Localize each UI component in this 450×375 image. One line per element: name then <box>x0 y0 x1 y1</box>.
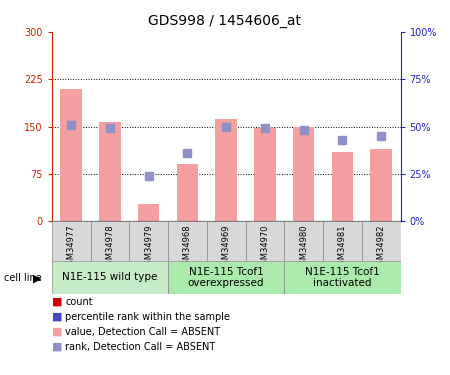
Bar <box>293 127 314 221</box>
Text: GSM34968: GSM34968 <box>183 224 192 270</box>
Text: GSM34981: GSM34981 <box>338 224 347 270</box>
Text: ■: ■ <box>52 312 62 322</box>
Bar <box>138 204 159 221</box>
Text: GSM34970: GSM34970 <box>261 224 270 270</box>
Text: GDS998 / 1454606_at: GDS998 / 1454606_at <box>148 14 302 28</box>
Text: N1E-115 Tcof1
inactivated: N1E-115 Tcof1 inactivated <box>305 267 380 288</box>
Bar <box>370 148 392 221</box>
Text: N1E-115 Tcof1
overexpressed: N1E-115 Tcof1 overexpressed <box>188 267 265 288</box>
Bar <box>177 164 198 221</box>
Text: GSM34978: GSM34978 <box>105 224 114 270</box>
Text: GSM34982: GSM34982 <box>377 224 386 270</box>
Bar <box>52 221 90 261</box>
Text: ■: ■ <box>52 342 62 352</box>
Bar <box>246 221 284 261</box>
Bar <box>284 221 323 261</box>
Bar <box>332 152 353 221</box>
Bar <box>52 261 168 294</box>
Text: value, Detection Call = ABSENT: value, Detection Call = ABSENT <box>65 327 220 337</box>
Bar <box>284 261 400 294</box>
Text: ▶: ▶ <box>33 273 41 283</box>
Bar <box>168 221 207 261</box>
Bar <box>207 221 246 261</box>
Bar <box>362 221 400 261</box>
Bar <box>90 221 129 261</box>
Bar <box>60 89 82 221</box>
Text: percentile rank within the sample: percentile rank within the sample <box>65 312 230 322</box>
Text: ■: ■ <box>52 327 62 337</box>
Text: GSM34969: GSM34969 <box>221 224 230 270</box>
Text: rank, Detection Call = ABSENT: rank, Detection Call = ABSENT <box>65 342 216 352</box>
Text: GSM34977: GSM34977 <box>67 224 76 270</box>
Text: GSM34979: GSM34979 <box>144 224 153 270</box>
Bar <box>254 128 275 221</box>
Text: cell line: cell line <box>4 273 42 283</box>
Text: N1E-115 wild type: N1E-115 wild type <box>62 273 158 282</box>
Bar <box>323 221 362 261</box>
Bar <box>216 119 237 221</box>
Text: ■: ■ <box>52 297 62 307</box>
Bar <box>99 122 121 221</box>
Bar <box>168 261 284 294</box>
Text: GSM34980: GSM34980 <box>299 224 308 270</box>
Text: count: count <box>65 297 93 307</box>
Bar <box>129 221 168 261</box>
